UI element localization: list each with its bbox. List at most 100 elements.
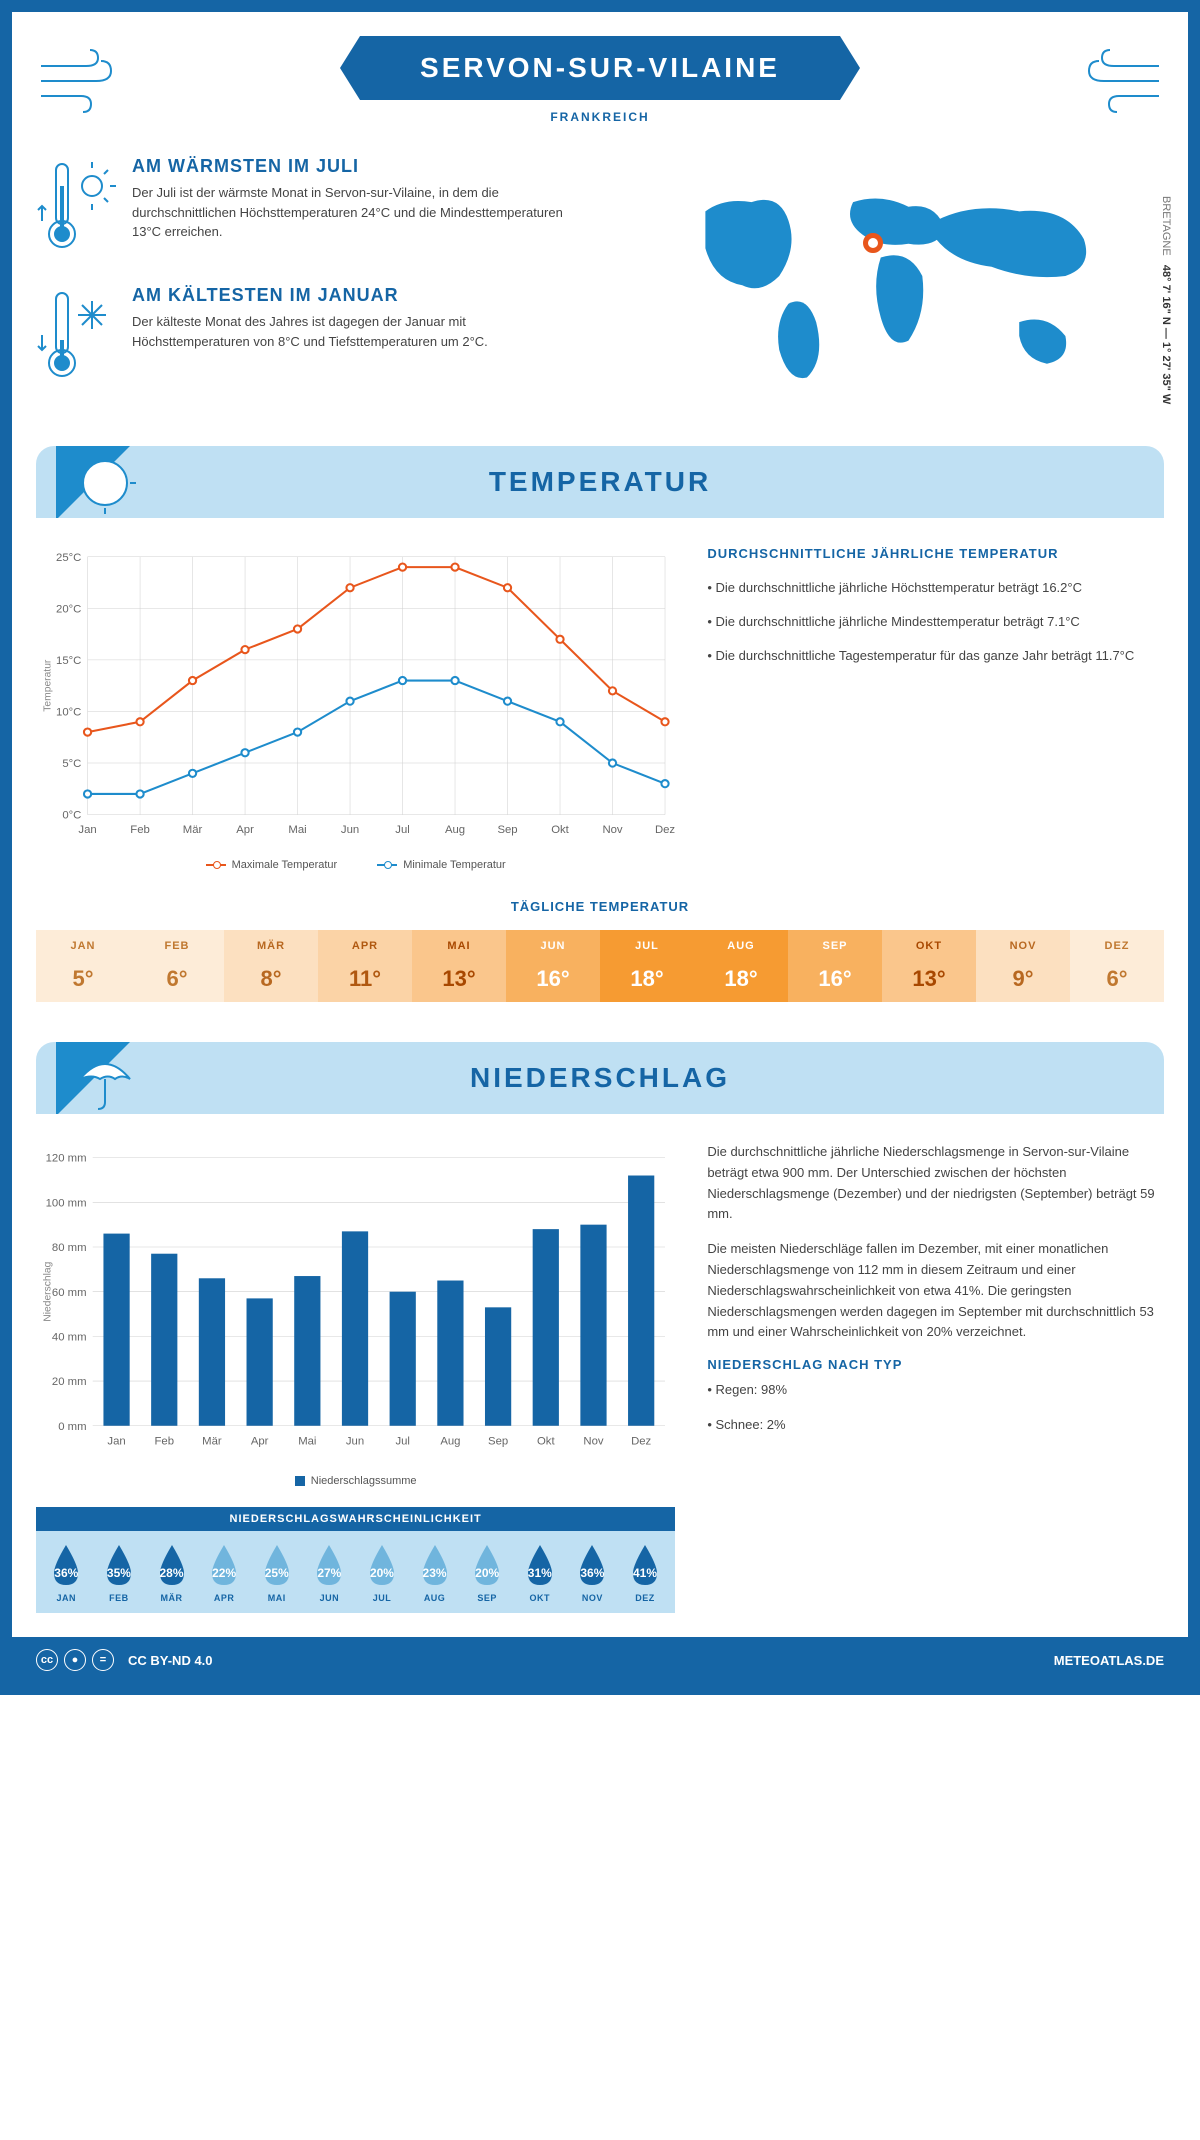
- section-title: NIEDERSCHLAG: [36, 1062, 1164, 1094]
- daily-temp-cell: OKT 13°: [882, 930, 976, 1002]
- svg-text:20°C: 20°C: [56, 603, 81, 615]
- warmest-block: AM WÄRMSTEN IM JULI Der Juli ist der wär…: [36, 156, 584, 261]
- svg-text:Apr: Apr: [251, 1435, 269, 1447]
- daily-temp-cell: JUL 18°: [600, 930, 694, 1002]
- avg-temp-p2: • Die durchschnittliche jährliche Mindes…: [707, 611, 1164, 633]
- svg-text:Dez: Dez: [655, 824, 675, 836]
- daily-temp-cell: JAN 5°: [36, 930, 130, 1002]
- svg-text:Nov: Nov: [583, 1435, 603, 1447]
- probability-cell: 35% FEB: [93, 1541, 146, 1603]
- wind-decoration-icon: [1074, 46, 1164, 121]
- svg-text:Mai: Mai: [288, 824, 306, 836]
- probability-cell: 23% AUG: [408, 1541, 461, 1603]
- svg-text:Sep: Sep: [497, 824, 517, 836]
- probability-grid: 36% JAN 35% FEB 28% MÄR 22% APR: [36, 1531, 675, 1613]
- svg-text:15°C: 15°C: [56, 655, 81, 667]
- svg-text:Feb: Feb: [154, 1435, 174, 1447]
- probability-cell: 36% JAN: [40, 1541, 93, 1603]
- legend-max: .legend-item:nth-child(1) .legend-swatch…: [206, 859, 338, 871]
- daily-temp-cell: MÄR 8°: [224, 930, 318, 1002]
- svg-text:Jan: Jan: [78, 824, 96, 836]
- legend-min: .legend-item:nth-child(2) .legend-swatch…: [377, 859, 506, 871]
- svg-text:Nov: Nov: [602, 824, 622, 836]
- svg-text:5°C: 5°C: [62, 758, 81, 770]
- site-name: METEOATLAS.DE: [1054, 1653, 1164, 1668]
- precip-p1: Die durchschnittliche jährliche Niedersc…: [707, 1142, 1164, 1225]
- daily-temp-cell: DEZ 6°: [1070, 930, 1164, 1002]
- svg-text:Feb: Feb: [130, 824, 150, 836]
- daily-temp-cell: NOV 9°: [976, 930, 1070, 1002]
- probability-header: NIEDERSCHLAGSWAHRSCHEINLICHKEIT: [36, 1507, 675, 1531]
- svg-text:20 mm: 20 mm: [52, 1376, 87, 1388]
- by-icon: ●: [64, 1649, 86, 1671]
- probability-cell: 41% DEZ: [619, 1541, 672, 1603]
- svg-text:Okt: Okt: [551, 824, 569, 836]
- probability-cell: 25% MAI: [250, 1541, 303, 1603]
- probability-cell: 28% MÄR: [145, 1541, 198, 1603]
- probability-cell: 22% APR: [198, 1541, 251, 1603]
- svg-text:Dez: Dez: [631, 1435, 651, 1447]
- avg-temp-p1: • Die durchschnittliche jährliche Höchst…: [707, 577, 1164, 599]
- avg-temp-title: DURCHSCHNITTLICHE JÄHRLICHE TEMPERATUR: [707, 546, 1164, 561]
- probability-cell: 20% JUL: [356, 1541, 409, 1603]
- probability-cell: 31% OKT: [513, 1541, 566, 1603]
- warmest-title: AM WÄRMSTEN IM JULI: [132, 156, 584, 177]
- page-header: SERVON-SUR-VILAINE FRANKREICH: [36, 36, 1164, 124]
- svg-text:25°C: 25°C: [56, 552, 81, 564]
- svg-text:Jan: Jan: [107, 1435, 125, 1447]
- svg-text:0 mm: 0 mm: [58, 1421, 86, 1433]
- nd-icon: =: [92, 1649, 114, 1671]
- svg-text:0°C: 0°C: [62, 810, 81, 822]
- coldest-title: AM KÄLTESTEN IM JANUAR: [132, 285, 584, 306]
- daily-temp-title: TÄGLICHE TEMPERATUR: [36, 899, 1164, 914]
- precip-snow: • Schnee: 2%: [707, 1415, 1164, 1436]
- daily-temp-cell: MAI 13°: [412, 930, 506, 1002]
- precipitation-bar-chart: 0 mm 20 mm 40 mm 60 mm 80 mm 100 mm 120 mm Jan F…: [36, 1142, 675, 1462]
- page-title: SERVON-SUR-VILAINE: [360, 36, 840, 100]
- svg-text:Jun: Jun: [341, 824, 359, 836]
- svg-text:80 mm: 80 mm: [52, 1242, 87, 1254]
- svg-text:Mai: Mai: [298, 1435, 316, 1447]
- svg-text:Niederschlag: Niederschlag: [42, 1261, 53, 1321]
- svg-text:40 mm: 40 mm: [52, 1331, 87, 1343]
- thermometer-cold-icon: [36, 285, 116, 390]
- svg-text:Sep: Sep: [488, 1435, 508, 1447]
- location-marker-icon: [863, 233, 883, 253]
- license-block: cc ● = CC BY-ND 4.0: [36, 1649, 213, 1671]
- wind-decoration-icon: [36, 46, 126, 121]
- svg-text:Mär: Mär: [202, 1435, 222, 1447]
- coldest-block: AM KÄLTESTEN IM JANUAR Der kälteste Mona…: [36, 285, 584, 390]
- warmest-text: Der Juli ist der wärmste Monat in Servon…: [132, 183, 584, 242]
- probability-cell: 36% NOV: [566, 1541, 619, 1603]
- svg-text:120 mm: 120 mm: [46, 1153, 87, 1165]
- svg-text:Aug: Aug: [445, 824, 465, 836]
- section-header-precipitation: NIEDERSCHLAG: [36, 1042, 1164, 1114]
- svg-text:Apr: Apr: [236, 824, 254, 836]
- daily-temp-cell: AUG 18°: [694, 930, 788, 1002]
- section-title: TEMPERATUR: [36, 466, 1164, 498]
- page-footer: cc ● = CC BY-ND 4.0 METEOATLAS.DE: [12, 1637, 1188, 1683]
- legend-precip: Niederschlagssumme: [295, 1475, 417, 1487]
- svg-text:60 mm: 60 mm: [52, 1287, 87, 1299]
- daily-temp-cell: FEB 6°: [130, 930, 224, 1002]
- svg-text:Okt: Okt: [537, 1435, 555, 1447]
- svg-text:Aug: Aug: [440, 1435, 460, 1447]
- svg-text:Jul: Jul: [395, 1435, 409, 1447]
- daily-temp-cell: APR 11°: [318, 930, 412, 1002]
- svg-text:Mär: Mär: [183, 824, 203, 836]
- svg-text:10°C: 10°C: [56, 707, 81, 719]
- cc-icon: cc: [36, 1649, 58, 1671]
- thermometer-hot-icon: [36, 156, 116, 261]
- world-map: BRETAGNE 48° 7' 16" N — 1° 27' 35" W: [616, 156, 1164, 414]
- temperature-line-chart: 0°C 5°C 10°C 15°C 20°C 25°C Jan Feb Mär Apr Mai Jun…: [36, 546, 675, 846]
- precip-rain: • Regen: 98%: [707, 1380, 1164, 1401]
- precip-type-title: NIEDERSCHLAG NACH TYP: [707, 1357, 1164, 1372]
- page-subtitle: FRANKREICH: [36, 110, 1164, 124]
- svg-text:Temperatur: Temperatur: [42, 659, 53, 712]
- daily-temp-table: JAN 5° FEB 6° MÄR 8° APR 11° MAI 13° JUN…: [36, 930, 1164, 1002]
- umbrella-icon: [70, 1044, 140, 1114]
- svg-text:Jul: Jul: [395, 824, 409, 836]
- svg-text:100 mm: 100 mm: [46, 1197, 87, 1209]
- daily-temp-cell: JUN 16°: [506, 930, 600, 1002]
- probability-cell: 27% JUN: [303, 1541, 356, 1603]
